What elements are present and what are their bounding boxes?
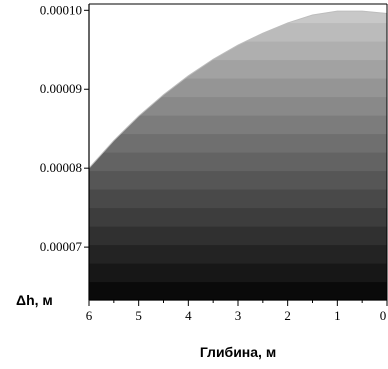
- x-tick-label: 3: [235, 308, 242, 323]
- x-axis-label: Глибина, м: [200, 344, 276, 360]
- gradient-band: [89, 207, 387, 227]
- gradient-band: [89, 263, 387, 283]
- x-tick-label: 0: [380, 308, 387, 323]
- y-tick-label: 0.00007: [40, 239, 83, 254]
- gradient-band: [89, 115, 387, 135]
- series-line: [89, 10, 387, 169]
- y-tick-label: 0.00009: [40, 81, 82, 96]
- gradient-band: [89, 133, 387, 153]
- x-tick-label: 1: [334, 308, 341, 323]
- area-upper-mask: [89, 4, 387, 169]
- gradient-band: [89, 226, 387, 246]
- x-tick-label: 6: [86, 308, 93, 323]
- gradient-band: [89, 244, 387, 264]
- area-series: [89, 4, 387, 300]
- gradient-band: [89, 281, 387, 300]
- x-tick-label: 2: [284, 308, 291, 323]
- gradient-band: [89, 170, 387, 190]
- gradient-band: [89, 96, 387, 116]
- gradient-band: [89, 189, 387, 209]
- y-tick-label: 0.00008: [40, 160, 82, 175]
- x-tick-label: 5: [135, 308, 142, 323]
- ticks: 0.00007 0.00008 0.00009 0.00010 6 5 4 3 2 1 0: [40, 2, 388, 323]
- x-tick-label: 4: [185, 308, 192, 323]
- y-tick-label: 0.00010: [40, 2, 82, 17]
- gradient-band: [89, 152, 387, 172]
- y-axis-label: Δh, м: [16, 292, 53, 308]
